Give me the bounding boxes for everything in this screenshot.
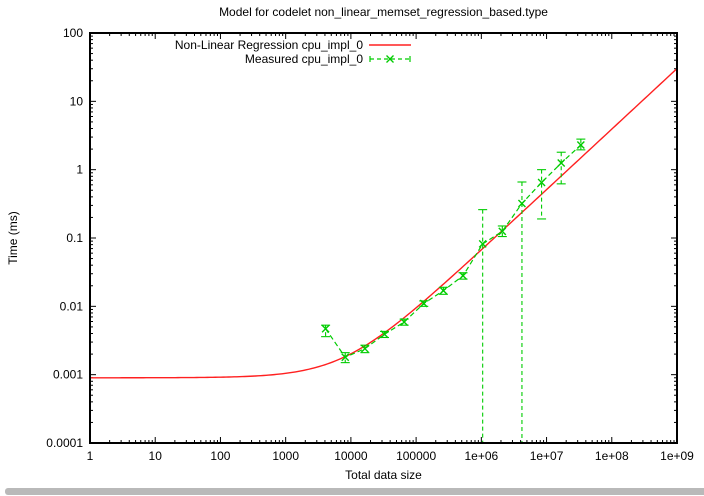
legend-item-regression: Non-Linear Regression cpu_impl_0 xyxy=(143,38,411,52)
svg-text:1000: 1000 xyxy=(272,449,299,463)
legend-label-measured: Measured cpu_impl_0 xyxy=(244,52,363,66)
svg-text:100000: 100000 xyxy=(396,449,436,463)
svg-text:0.1: 0.1 xyxy=(66,231,83,245)
legend-item-measured: Measured cpu_impl_0 xyxy=(143,52,411,66)
x-axis-label: Total data size xyxy=(345,468,422,482)
svg-text:1e+06: 1e+06 xyxy=(464,449,498,463)
svg-text:1e+08: 1e+08 xyxy=(595,449,629,463)
regression-line-sample-icon xyxy=(369,44,411,46)
y-axis-ticks xyxy=(90,32,677,444)
x-tick-labels: 1 10 100 1000 10000 100000 1e+06 1e+07 1e+08 1e+0… xyxy=(87,449,695,463)
svg-text:100: 100 xyxy=(63,26,83,40)
svg-text:0.01: 0.01 xyxy=(60,299,84,313)
svg-text:0.001: 0.001 xyxy=(53,368,83,382)
plot-border xyxy=(89,32,678,444)
svg-text:1: 1 xyxy=(76,163,83,177)
svg-text:10: 10 xyxy=(149,449,163,463)
svg-text:1e+07: 1e+07 xyxy=(530,449,564,463)
svg-text:1: 1 xyxy=(87,449,94,463)
svg-text:0.0001: 0.0001 xyxy=(46,436,83,450)
y-tick-labels: 100 10 1 0.1 0.01 0.001 0.0001 xyxy=(46,26,83,450)
legend-label-regression: Non-Linear Regression cpu_impl_0 xyxy=(174,38,363,52)
svg-text:10000: 10000 xyxy=(334,449,368,463)
legend: Non-Linear Regression cpu_impl_0 Measure… xyxy=(143,38,411,66)
y-axis-label: Time (ms) xyxy=(6,211,20,265)
svg-text:1e+09: 1e+09 xyxy=(660,449,694,463)
x-axis-ticks xyxy=(89,33,678,443)
measured-errorbar-sample-icon xyxy=(369,55,411,63)
svg-text:100: 100 xyxy=(210,449,230,463)
horizontal-scrollbar[interactable] xyxy=(5,488,704,495)
svg-text:10: 10 xyxy=(70,94,84,108)
chart-title: Model for codelet non_linear_memset_regr… xyxy=(219,5,548,19)
measured-series xyxy=(321,138,586,443)
